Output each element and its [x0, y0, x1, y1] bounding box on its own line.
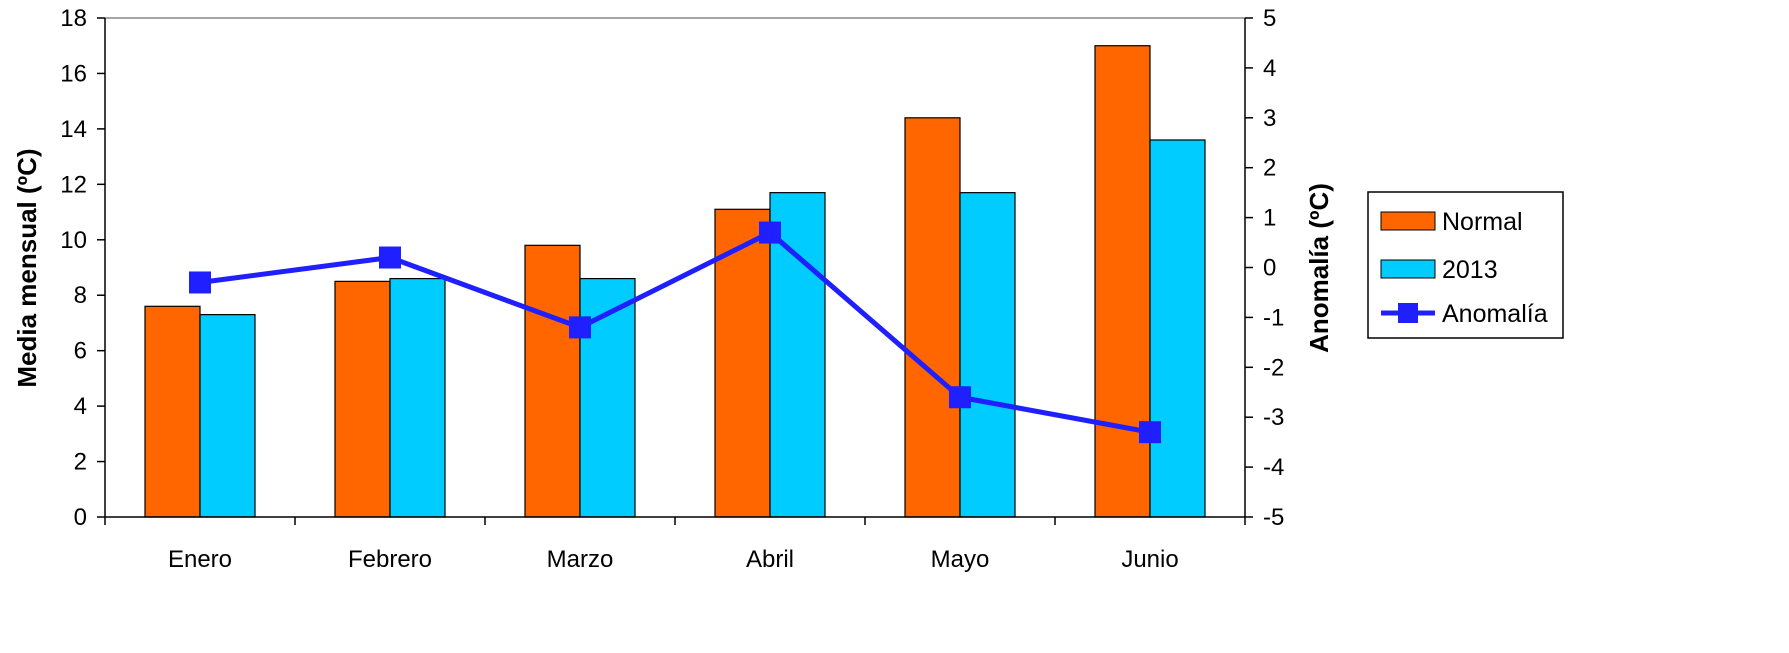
x-tick-label: Junio	[1121, 546, 1178, 573]
y-tick-label: 0	[74, 504, 87, 531]
y2-tick-label: 2	[1263, 155, 1276, 182]
y-tick-label: 6	[74, 338, 87, 365]
y-tick-label: 2	[74, 449, 87, 476]
bar-2013-enero	[199, 314, 256, 518]
bar-2013-febrero	[389, 277, 446, 518]
y-tick-label: 16	[60, 60, 87, 87]
legend-label-normal: Normal	[1442, 208, 1523, 236]
y2-tick-label: -1	[1263, 304, 1284, 331]
y-tick-label: 10	[60, 227, 87, 254]
y2-axis-title: Anomalía (ºC)	[1304, 183, 1334, 353]
legend-label-anomalia: Anomalía	[1442, 300, 1548, 328]
legend-label-2013: 2013	[1442, 256, 1498, 284]
bar-normal-marzo	[524, 244, 581, 518]
bar-normal-mayo	[904, 117, 961, 518]
y2-tick-label: -5	[1263, 504, 1284, 531]
y2-tick-label: -2	[1263, 354, 1284, 381]
x-tick-label: Abril	[746, 546, 794, 573]
marker-anomalia-mayo	[949, 386, 971, 409]
y2-tick-label: 3	[1263, 105, 1276, 132]
x-tick-label: Mayo	[931, 546, 990, 573]
legend-marker-anomalia	[1398, 303, 1418, 323]
x-tick-label: Enero	[168, 546, 232, 573]
axes-layer	[97, 17, 1253, 525]
y-tick-label: 18	[60, 5, 87, 32]
y2-tick-label: -4	[1263, 454, 1284, 481]
y2-tick-label: -3	[1263, 404, 1284, 431]
y-tick-label: 12	[60, 171, 87, 198]
bar-normal-febrero	[334, 280, 391, 518]
y-axis-title: Media mensual (ºC)	[12, 148, 42, 387]
y2-tick-label: 0	[1263, 255, 1276, 282]
y2-tick-label: 4	[1263, 55, 1276, 82]
anomaly-line-layer	[189, 221, 1161, 444]
legend-swatch-2013	[1380, 259, 1436, 279]
marker-anomalia-junio	[1139, 421, 1161, 444]
bar-normal-junio	[1094, 45, 1151, 518]
legend-swatch-normal	[1380, 211, 1436, 231]
y2-tick-label: 1	[1263, 205, 1276, 232]
series-line-anomalia	[199, 230, 1151, 435]
bar-2013-abril	[769, 192, 826, 518]
bar-2013-mayo	[959, 192, 1016, 518]
y-tick-label: 14	[60, 116, 87, 143]
marker-anomalia-enero	[189, 271, 211, 294]
marker-anomalia-marzo	[569, 316, 591, 339]
y-tick-label: 8	[74, 282, 87, 309]
bar-2013-junio	[1149, 139, 1206, 518]
y2-tick-label: 5	[1263, 5, 1276, 32]
y-tick-label: 4	[74, 393, 87, 420]
bars-layer	[144, 45, 1206, 518]
x-tick-label: Febrero	[348, 546, 432, 573]
marker-anomalia-abril	[759, 221, 781, 244]
bar-normal-enero	[144, 305, 201, 518]
marker-anomalia-febrero	[379, 246, 401, 269]
x-tick-label: Marzo	[547, 546, 614, 573]
legend: Normal 2013 Anomalía	[1367, 191, 1564, 339]
